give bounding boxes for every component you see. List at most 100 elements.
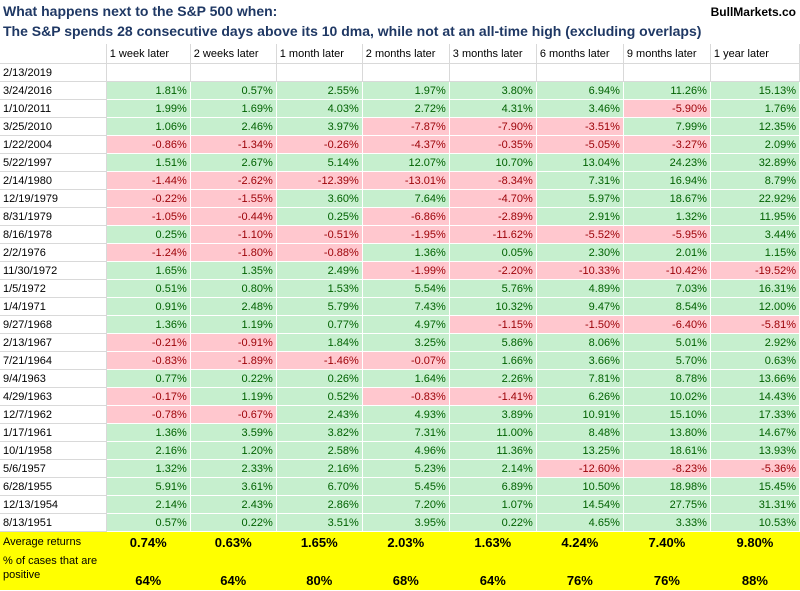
return-cell: 1.19% bbox=[190, 315, 277, 334]
return-cell: 7.81% bbox=[536, 369, 624, 388]
return-cell: 2.14% bbox=[106, 495, 191, 514]
return-cell: 2.49% bbox=[276, 261, 363, 280]
return-cell: -0.88% bbox=[276, 243, 363, 262]
return-cell: 8.06% bbox=[536, 333, 624, 352]
table-row: 8/16/1978 0.25% -1.10% -0.51% -1.95% -11.62% -… bbox=[0, 225, 800, 244]
return-cell: -4.70% bbox=[449, 189, 537, 208]
return-cell: -0.35% bbox=[449, 135, 537, 154]
return-cell: 1.53% bbox=[276, 279, 363, 298]
return-cell: -0.91% bbox=[190, 333, 277, 352]
return-cell: 3.25% bbox=[362, 333, 450, 352]
return-cell: 5.14% bbox=[276, 153, 363, 172]
return-cell: 2.14% bbox=[449, 459, 537, 478]
return-cell: 0.05% bbox=[449, 243, 537, 262]
return-cell: -1.95% bbox=[362, 225, 450, 244]
return-cell: -8.23% bbox=[623, 459, 711, 478]
return-cell: -5.81% bbox=[710, 315, 800, 334]
return-cell: -1.50% bbox=[536, 315, 624, 334]
return-cell: 5.54% bbox=[362, 279, 450, 298]
return-cell: 32.89% bbox=[710, 153, 800, 172]
header: What happens next to the S&P 500 when: T… bbox=[0, 0, 800, 44]
return-cell: 5.70% bbox=[623, 351, 711, 370]
return-cell: 1.99% bbox=[106, 99, 191, 118]
return-cell: 27.75% bbox=[623, 495, 711, 514]
return-cell: 4.65% bbox=[536, 513, 624, 532]
date-cell: 1/17/1961 bbox=[0, 423, 107, 442]
table-row: 6/28/1955 5.91% 3.61% 6.70% 5.45% 6.89% 10.50%… bbox=[0, 477, 800, 496]
return-cell: 2.91% bbox=[536, 207, 624, 226]
return-cell: 2.72% bbox=[362, 99, 450, 118]
return-cell: 12.35% bbox=[710, 117, 800, 136]
return-cell: 13.04% bbox=[536, 153, 624, 172]
return-cell: -0.07% bbox=[362, 351, 450, 370]
return-cell: 1.36% bbox=[106, 423, 191, 442]
table-row: 3/24/2016 1.81% 0.57% 2.55% 1.97% 3.80% 6.94% 1… bbox=[0, 81, 800, 100]
return-cell: 6.89% bbox=[449, 477, 537, 496]
date-cell: 8/13/1951 bbox=[0, 513, 107, 532]
return-cell: 0.63% bbox=[710, 351, 800, 370]
return-cell: 11.95% bbox=[710, 207, 800, 226]
table-row: 3/25/2010 1.06% 2.46% 3.97% -7.87% -7.90% -3.5… bbox=[0, 117, 800, 136]
return-cell bbox=[362, 63, 450, 82]
return-cell: 14.54% bbox=[536, 495, 624, 514]
return-cell: 2.92% bbox=[710, 333, 800, 352]
return-cell: 7.64% bbox=[362, 189, 450, 208]
date-cell: 3/25/2010 bbox=[0, 117, 107, 136]
return-cell: 2.16% bbox=[276, 459, 363, 478]
return-cell: 5.01% bbox=[623, 333, 711, 352]
return-cell: 13.25% bbox=[536, 441, 624, 460]
return-cell: 2.43% bbox=[190, 495, 277, 514]
return-cell bbox=[449, 63, 537, 82]
return-cell: -7.87% bbox=[362, 117, 450, 136]
return-cell: 14.67% bbox=[710, 423, 800, 442]
return-cell: 4.03% bbox=[276, 99, 363, 118]
table-row: 1/5/1972 0.51% 0.80% 1.53% 5.54% 5.76% 4.89% 7.… bbox=[0, 279, 800, 298]
return-cell: -0.44% bbox=[190, 207, 277, 226]
date-cell: 5/22/1997 bbox=[0, 153, 107, 172]
return-cell: 3.59% bbox=[190, 423, 277, 442]
average-returns-row-value: 9.80% bbox=[710, 531, 800, 553]
return-cell: 0.57% bbox=[190, 81, 277, 100]
date-cell: 9/27/1968 bbox=[0, 315, 107, 334]
date-cell: 1/5/1972 bbox=[0, 279, 107, 298]
percent-positive-row-value: 64% bbox=[106, 552, 191, 591]
average-returns-row-label: Average returns bbox=[0, 531, 107, 553]
return-cell: 12.00% bbox=[710, 297, 800, 316]
return-cell: 7.03% bbox=[623, 279, 711, 298]
return-cell: 31.31% bbox=[710, 495, 800, 514]
return-cell: 2.33% bbox=[190, 459, 277, 478]
return-cell: 8.54% bbox=[623, 297, 711, 316]
return-cell: 1.35% bbox=[190, 261, 277, 280]
percent-positive-row-label: % of cases that are positive bbox=[0, 552, 107, 591]
return-cell: -0.21% bbox=[106, 333, 191, 352]
return-cell: -12.39% bbox=[276, 171, 363, 190]
return-cell: 10.53% bbox=[710, 513, 800, 532]
return-cell: 0.77% bbox=[106, 369, 191, 388]
table-row: 9/27/1968 1.36% 1.19% 0.77% 4.97% -1.15% -1.50… bbox=[0, 315, 800, 334]
return-cell: 6.26% bbox=[536, 387, 624, 406]
percent-positive-row-value: 76% bbox=[536, 552, 624, 591]
date-cell: 2/13/2019 bbox=[0, 63, 107, 82]
return-cell: 7.20% bbox=[362, 495, 450, 514]
return-cell: 3.97% bbox=[276, 117, 363, 136]
return-cell: 18.61% bbox=[623, 441, 711, 460]
table-row: 8/13/1951 0.57% 0.22% 3.51% 3.95% 0.22% 4.65% 3… bbox=[0, 513, 800, 532]
percent-positive-row-value: 88% bbox=[710, 552, 800, 591]
return-cell: -0.22% bbox=[106, 189, 191, 208]
return-cell bbox=[710, 63, 800, 82]
table-row: 12/13/1954 2.14% 2.43% 2.86% 7.20% 1.07% 14.54… bbox=[0, 495, 800, 514]
return-cell: 8.78% bbox=[623, 369, 711, 388]
table-row: 1/4/1971 0.91% 2.48% 5.79% 7.43% 10.32% 9.47% 8… bbox=[0, 297, 800, 316]
return-cell: 1.69% bbox=[190, 99, 277, 118]
percent-positive-row-value: 64% bbox=[449, 552, 537, 591]
return-cell: 16.31% bbox=[710, 279, 800, 298]
return-cell: 2.46% bbox=[190, 117, 277, 136]
return-cell: -1.15% bbox=[449, 315, 537, 334]
return-cell: 6.70% bbox=[276, 477, 363, 496]
return-cell: -6.86% bbox=[362, 207, 450, 226]
return-cell: 2.58% bbox=[276, 441, 363, 460]
return-cell: 10.50% bbox=[536, 477, 624, 496]
return-cell: -5.52% bbox=[536, 225, 624, 244]
return-cell: 5.76% bbox=[449, 279, 537, 298]
return-cell: 10.91% bbox=[536, 405, 624, 424]
